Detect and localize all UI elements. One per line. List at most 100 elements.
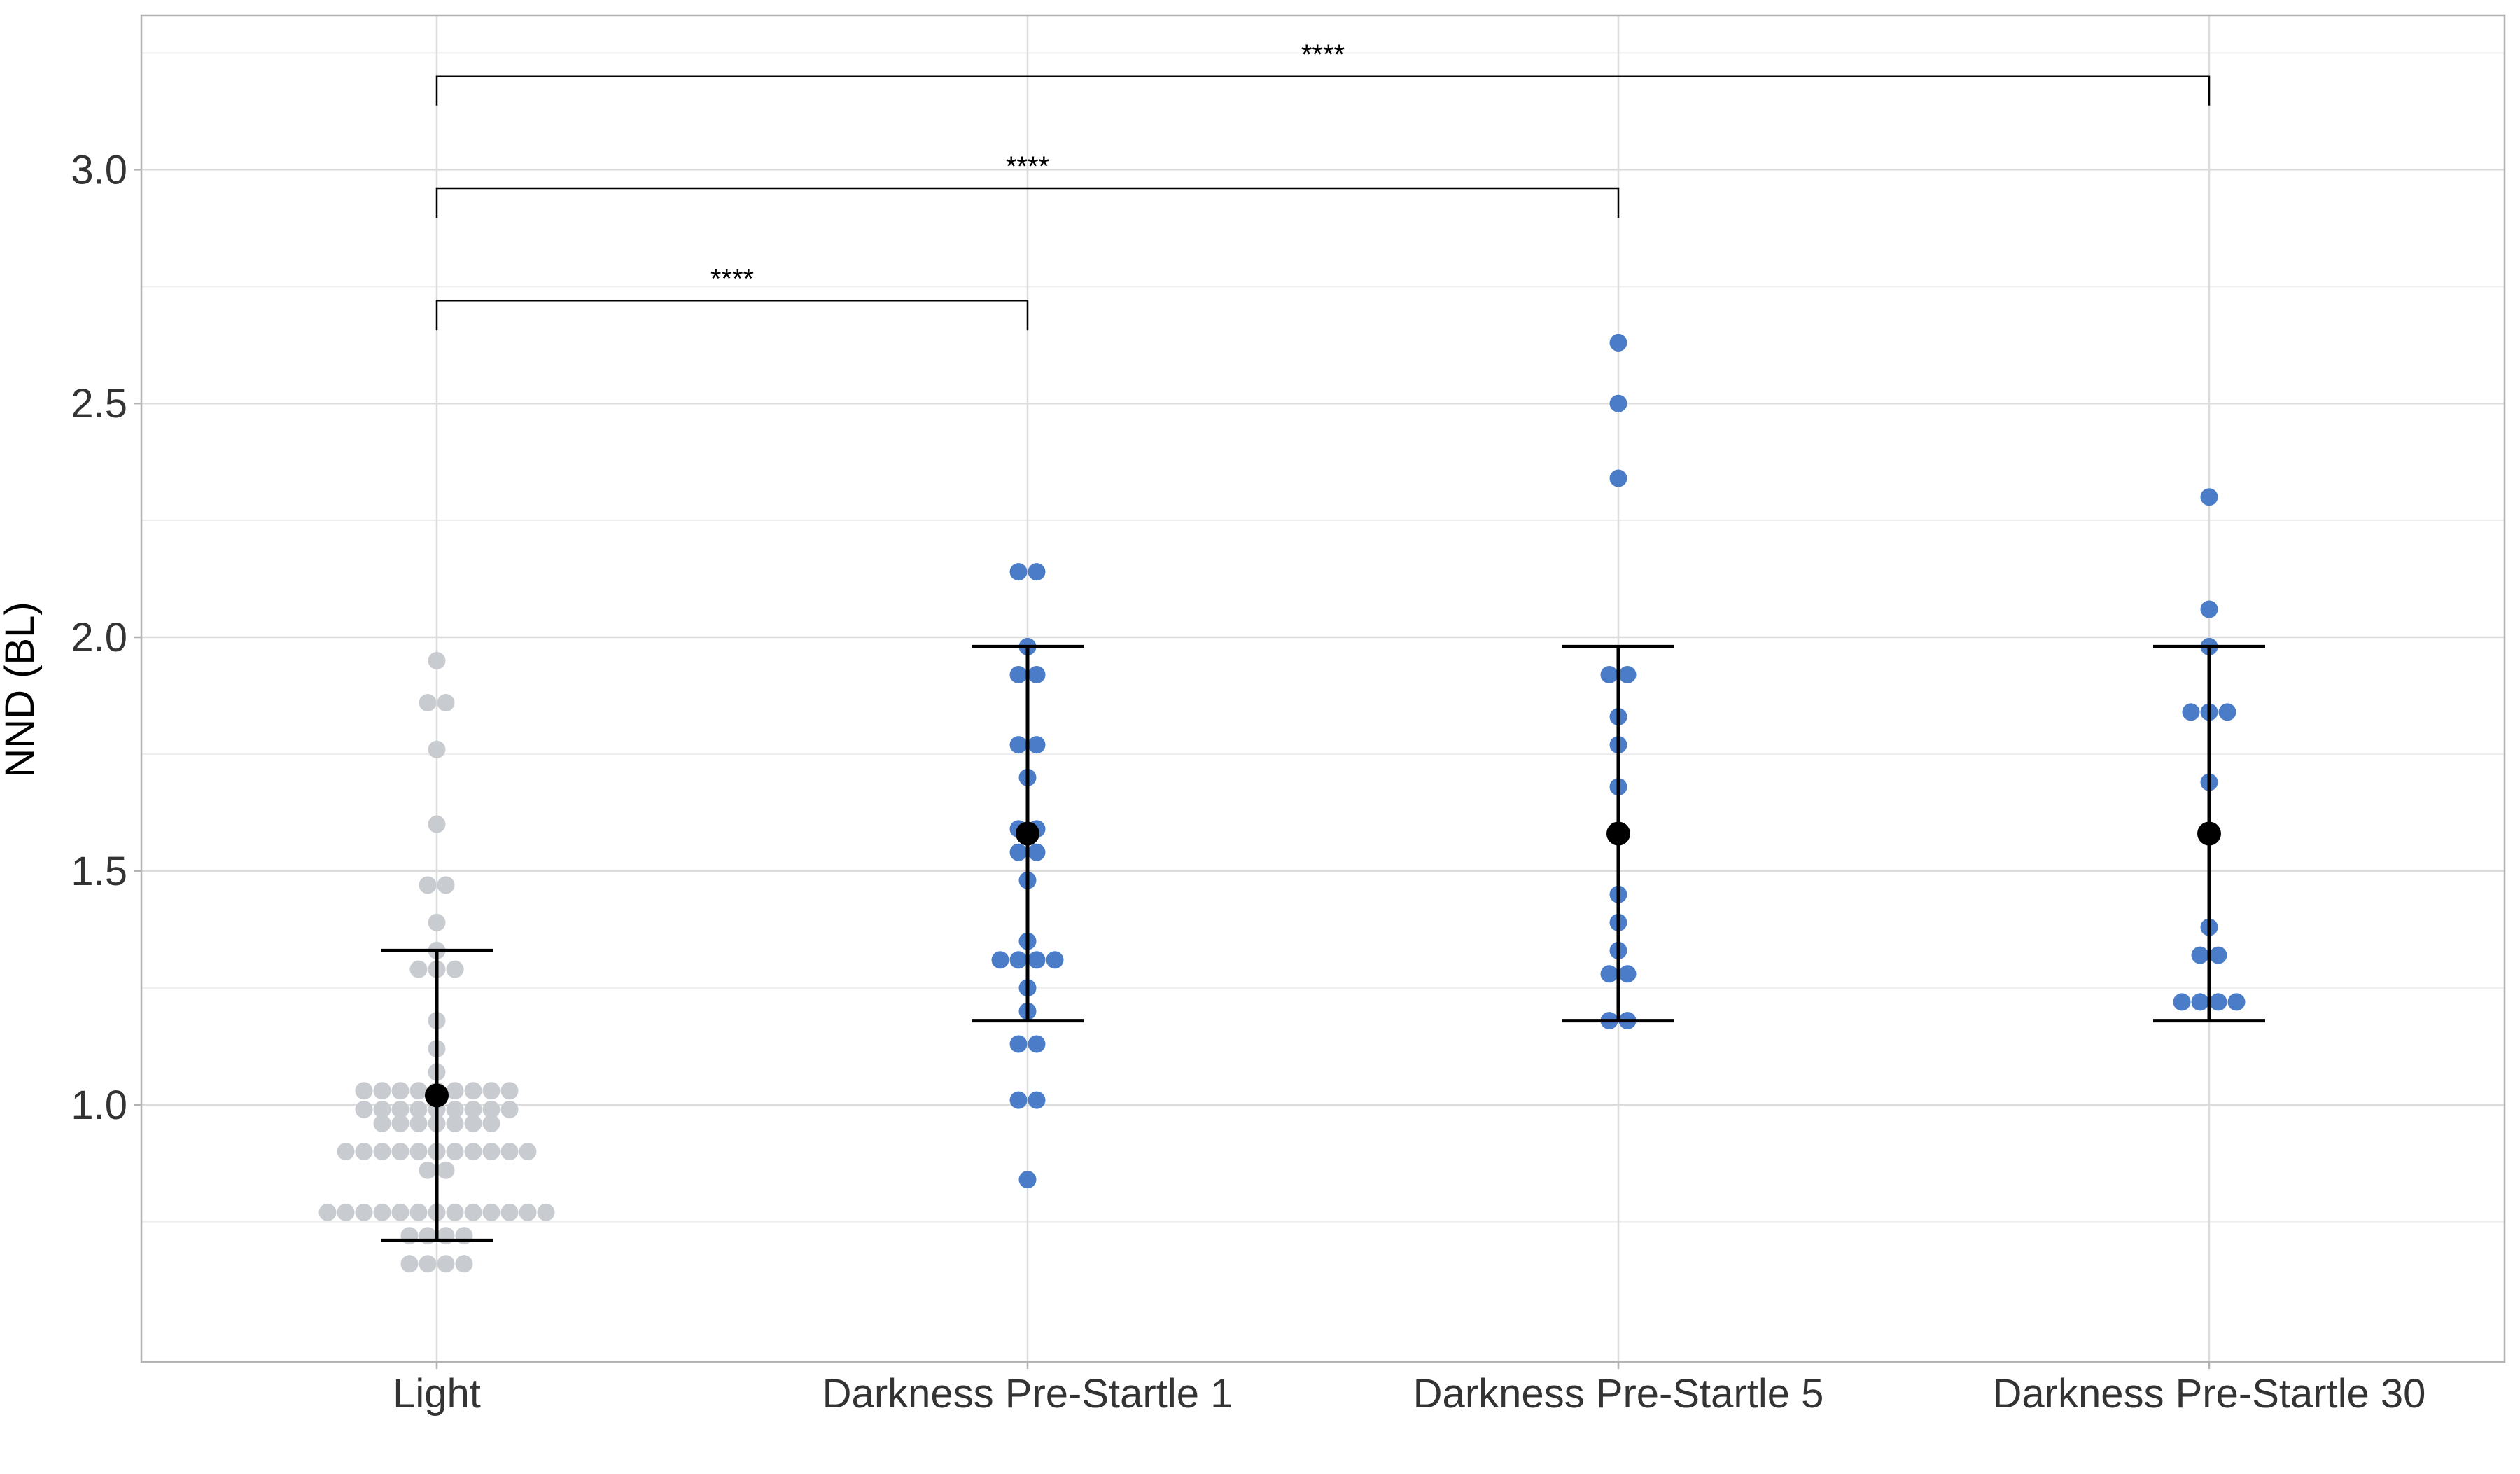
data-point [419,1161,437,1179]
significance-bracket [435,75,2211,106]
data-point [1018,1171,1037,1189]
data-point [410,1100,428,1118]
data-point [1009,665,1028,683]
data-point [537,1203,555,1221]
data-point [1009,1091,1028,1109]
data-point [1028,843,1046,861]
data-point [1618,965,1637,983]
data-point [500,1100,519,1118]
data-point [2218,703,2236,721]
data-point [355,1100,373,1118]
data-point [391,1082,410,1100]
significance-bracket [435,187,1620,218]
mean-point [1016,821,1040,846]
data-point [991,951,1009,969]
data-point [318,1203,337,1221]
data-point [428,913,446,931]
data-point [391,1114,410,1132]
data-point [464,1082,482,1100]
data-point [482,1143,500,1161]
data-point [482,1203,500,1221]
point-layer [318,333,2246,1273]
plot-panel-border [140,14,2506,1363]
data-point [419,1255,437,1273]
x-tick-label: Light [393,1371,481,1417]
x-tick-label: Darkness Pre-Startle 30 [1993,1371,2426,1417]
data-point [419,694,437,712]
y-axis-title: NND (BL) [0,602,43,777]
data-point [355,1082,373,1100]
y-tick-label: 1.0 [71,1083,127,1128]
data-point [373,1203,391,1221]
data-point [1009,736,1028,754]
data-point [410,1143,428,1161]
data-point [428,740,446,758]
data-point [1046,951,1064,969]
significance-label: **** [1006,151,1049,182]
data-point [400,1255,419,1273]
mean-point [425,1083,449,1108]
data-point [2209,946,2227,964]
data-point [428,815,446,833]
data-point [2191,993,2209,1011]
data-point [2200,600,2218,618]
data-point [437,1161,455,1179]
x-tick-label: Darkness Pre-Startle 1 [822,1371,1233,1417]
data-point [337,1143,355,1161]
y-tick-label: 2.5 [71,381,127,426]
data-point [1009,563,1028,581]
data-point [464,1114,482,1132]
data-point [2227,993,2246,1011]
y-tick-label: 1.5 [71,849,127,894]
data-point [500,1082,519,1100]
data-point [437,1255,455,1273]
data-point [373,1082,391,1100]
data-point [1028,736,1046,754]
data-point [1009,843,1028,861]
summary-layer [381,644,2265,1242]
data-point [1028,563,1046,581]
data-point [482,1100,500,1118]
data-point [1028,951,1046,969]
y-tick-label: 2.0 [71,615,127,660]
data-point [355,1203,373,1221]
data-point [464,1100,482,1118]
data-point [391,1143,410,1161]
data-point [2209,993,2227,1011]
data-point [1028,1091,1046,1109]
significance-label: **** [710,263,754,294]
data-point [437,876,455,894]
x-tick-label: Darkness Pre-Startle 5 [1413,1371,1824,1417]
data-point [410,1203,428,1221]
data-point [482,1114,500,1132]
data-point [1028,665,1046,683]
data-point [500,1203,519,1221]
data-point [337,1203,355,1221]
data-point [1609,333,1628,352]
data-point [2182,703,2200,721]
data-point [391,1100,410,1118]
data-point [1600,665,1618,683]
data-point [373,1100,391,1118]
significance-bracket-layer: **** **** **** [435,39,2211,331]
data-point [1609,469,1628,487]
data-point [355,1143,373,1161]
significance-bracket [435,300,1029,331]
data-point [519,1203,537,1221]
axis-layer: 1.0 1.5 2.0 2.5 3.0 Light Darkness Pre-Startle… [71,147,2426,1417]
data-point [373,1143,391,1161]
data-point [464,1203,482,1221]
data-point [428,651,446,669]
mean-point [2197,821,2221,846]
data-point [2191,946,2209,964]
data-point [446,960,464,978]
significance-label: **** [1301,39,1345,70]
data-point [1600,965,1618,983]
y-tick-label: 3.0 [71,147,127,193]
data-point [1609,394,1628,412]
data-point [2200,488,2218,506]
data-point [2173,993,2191,1011]
